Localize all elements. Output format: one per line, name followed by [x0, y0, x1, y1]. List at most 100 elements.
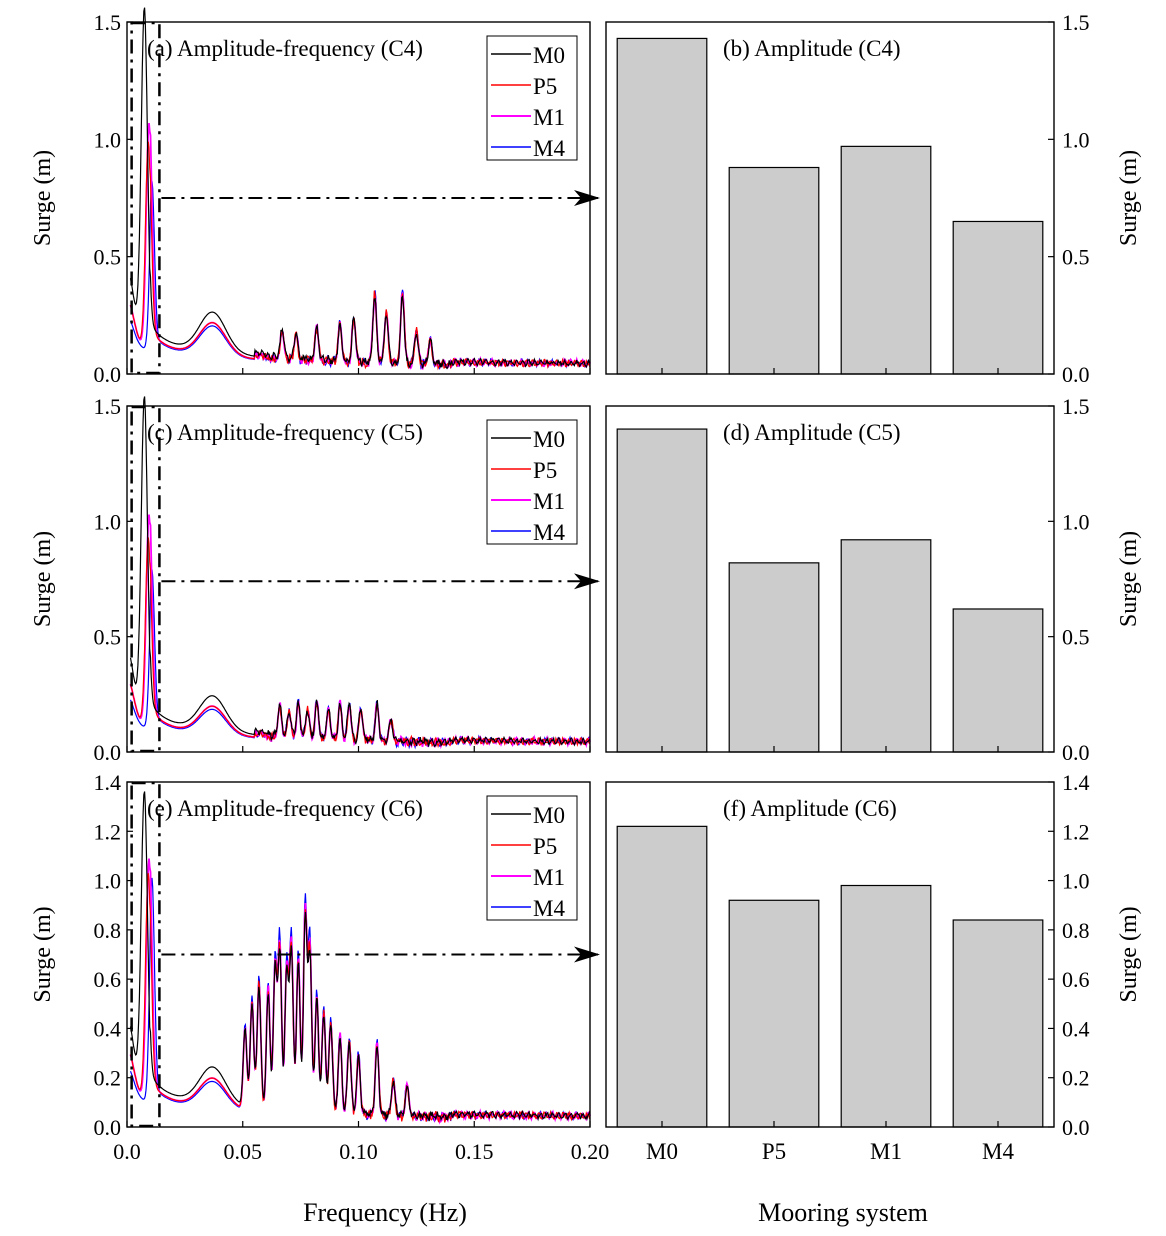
- panel-title: (a) Amplitude-frequency (C4): [147, 36, 423, 61]
- panel-title: (e) Amplitude-frequency (C6): [147, 796, 423, 821]
- y-tick-label: 0.0: [94, 362, 122, 387]
- plot-frame: [605, 21, 1055, 375]
- y-tick-label: 1.0: [1062, 127, 1090, 152]
- x-tick-label: 0.0: [113, 1139, 141, 1164]
- plot-frame: [605, 405, 1055, 753]
- x-tick-label: M1: [870, 1139, 902, 1164]
- y-tick-label: 0.5: [1062, 245, 1090, 270]
- bar-M1: [840, 539, 932, 753]
- legend-label-M4: M4: [533, 136, 565, 161]
- y-tick-label: 1.2: [94, 819, 122, 844]
- legend-label-M0: M0: [533, 427, 565, 452]
- y-tick-label: 0.6: [1062, 967, 1090, 992]
- legend-box: [486, 419, 578, 545]
- bar-M0: [616, 428, 708, 753]
- legend-label-M0: M0: [533, 43, 565, 68]
- y-tick-label: 0.5: [1062, 625, 1090, 650]
- y-tick-label: 1.5: [1062, 10, 1090, 35]
- bar-M4: [952, 608, 1044, 753]
- x-tick-label: 0.10: [339, 1139, 378, 1164]
- peak-window: [130, 781, 161, 1128]
- x-tick-label: P5: [762, 1139, 786, 1164]
- legend-label-P5: P5: [533, 834, 557, 859]
- x-axis-label: Frequency (Hz): [303, 1198, 467, 1227]
- y-tick-label: 0.0: [1062, 362, 1090, 387]
- series-line-M4: [129, 181, 591, 370]
- y-tick-label: 1.5: [94, 10, 122, 35]
- panel-title: (f) Amplitude (C6): [723, 796, 897, 821]
- panel-title: (c) Amplitude-frequency (C5): [147, 420, 423, 445]
- legend-label-M1: M1: [533, 865, 565, 890]
- bar-M1: [840, 145, 932, 375]
- legend-label-M4: M4: [533, 520, 565, 545]
- x-tick-label: M4: [982, 1139, 1014, 1164]
- bar-P5: [728, 166, 820, 375]
- x-tick-label: 0.05: [224, 1139, 263, 1164]
- bar-P5: [728, 562, 820, 753]
- y-tick-label: 0.0: [1062, 740, 1090, 765]
- legend-label-M0: M0: [533, 803, 565, 828]
- y-axis-label: Surge (m): [30, 531, 56, 627]
- peak-window: [130, 405, 161, 753]
- legend-label-M4: M4: [533, 896, 565, 921]
- panel-title: (b) Amplitude (C4): [723, 36, 901, 61]
- panel-title: (d) Amplitude (C5): [723, 420, 901, 445]
- bar-M4: [952, 919, 1044, 1128]
- legend-label-M1: M1: [533, 489, 565, 514]
- legend-box: [486, 795, 578, 921]
- y-tick-label: 0.5: [94, 245, 122, 270]
- y-tick-label: 1.0: [94, 127, 122, 152]
- panel-d: 0.0 0.5 1.0 1.5 Surge (m) (d) Amplitude (C5): [605, 394, 1142, 765]
- series-line-M0: [129, 7, 591, 370]
- y-tick-label: 0.0: [94, 1115, 122, 1140]
- y-tick-label: 0.4: [1062, 1016, 1090, 1041]
- y-axis-label: Surge (m): [30, 906, 56, 1002]
- x-tick-label: 0.15: [455, 1139, 494, 1164]
- bar-M4: [952, 220, 1044, 375]
- y-tick-label: 1.4: [94, 770, 122, 795]
- y-tick-label: 1.0: [94, 509, 122, 534]
- series-line-M0: [129, 791, 591, 1122]
- legend-box: [486, 35, 578, 161]
- series-line-M4: [129, 569, 591, 750]
- y-tick-label: 0.6: [94, 967, 122, 992]
- bar-P5: [728, 899, 820, 1128]
- y-tick-label: 1.5: [1062, 394, 1090, 419]
- panel-e: 0.0 0.2 0.4 0.6 0.8 1.0 1.2 1.4 0.0 0.05 0.10 0.15 0…: [30, 770, 609, 1164]
- series-line-P5: [129, 537, 591, 749]
- y-tick-label: 0.8: [94, 918, 122, 943]
- panel-a: 0.0 0.5 1.0 1.5 Surge (m) (a) Amplitude-frequ…: [30, 7, 591, 387]
- y-tick-label: 1.5: [94, 394, 122, 419]
- y-tick-label: 0.4: [94, 1016, 122, 1041]
- y-axis-label: Surge (m): [1116, 531, 1142, 627]
- legend-label-M1: M1: [533, 105, 565, 130]
- y-tick-label: 0.0: [94, 740, 122, 765]
- y-tick-label: 0.8: [1062, 918, 1090, 943]
- plot-frame: [605, 781, 1055, 1128]
- series-line-M0: [129, 396, 591, 748]
- y-tick-label: 0.2: [94, 1066, 122, 1091]
- bar-M1: [840, 884, 932, 1128]
- y-tick-label: 1.0: [1062, 869, 1090, 894]
- bar-M0: [616, 825, 708, 1128]
- y-tick-label: 1.0: [94, 869, 122, 894]
- y-tick-label: 0.5: [94, 625, 122, 650]
- panel-c: 0.0 0.5 1.0 1.5 Surge (m) (c) Amplitude-frequ…: [30, 394, 591, 765]
- y-axis-label: Surge (m): [1116, 906, 1142, 1002]
- bar-M0: [616, 37, 708, 375]
- bar-axis-label: Mooring system: [758, 1198, 928, 1227]
- x-tick-label: 0.20: [571, 1139, 610, 1164]
- series-line-P5: [129, 141, 591, 371]
- legend-label-P5: P5: [533, 74, 557, 99]
- x-tick-label: M0: [646, 1139, 678, 1164]
- panel-f: M0 P5 M1 M4 0.0 0.2 0.4 0.6 0.8 1.0 1.2 1.4 Surge (m…: [605, 770, 1142, 1164]
- y-axis-label: Surge (m): [30, 150, 56, 246]
- y-tick-label: 0.2: [1062, 1066, 1090, 1091]
- y-tick-label: 1.0: [1062, 509, 1090, 534]
- y-tick-label: 0.0: [1062, 1115, 1090, 1140]
- y-tick-label: 1.4: [1062, 770, 1090, 795]
- y-axis-label: Surge (m): [1116, 150, 1142, 246]
- peak-window: [130, 21, 161, 375]
- legend-label-P5: P5: [533, 458, 557, 483]
